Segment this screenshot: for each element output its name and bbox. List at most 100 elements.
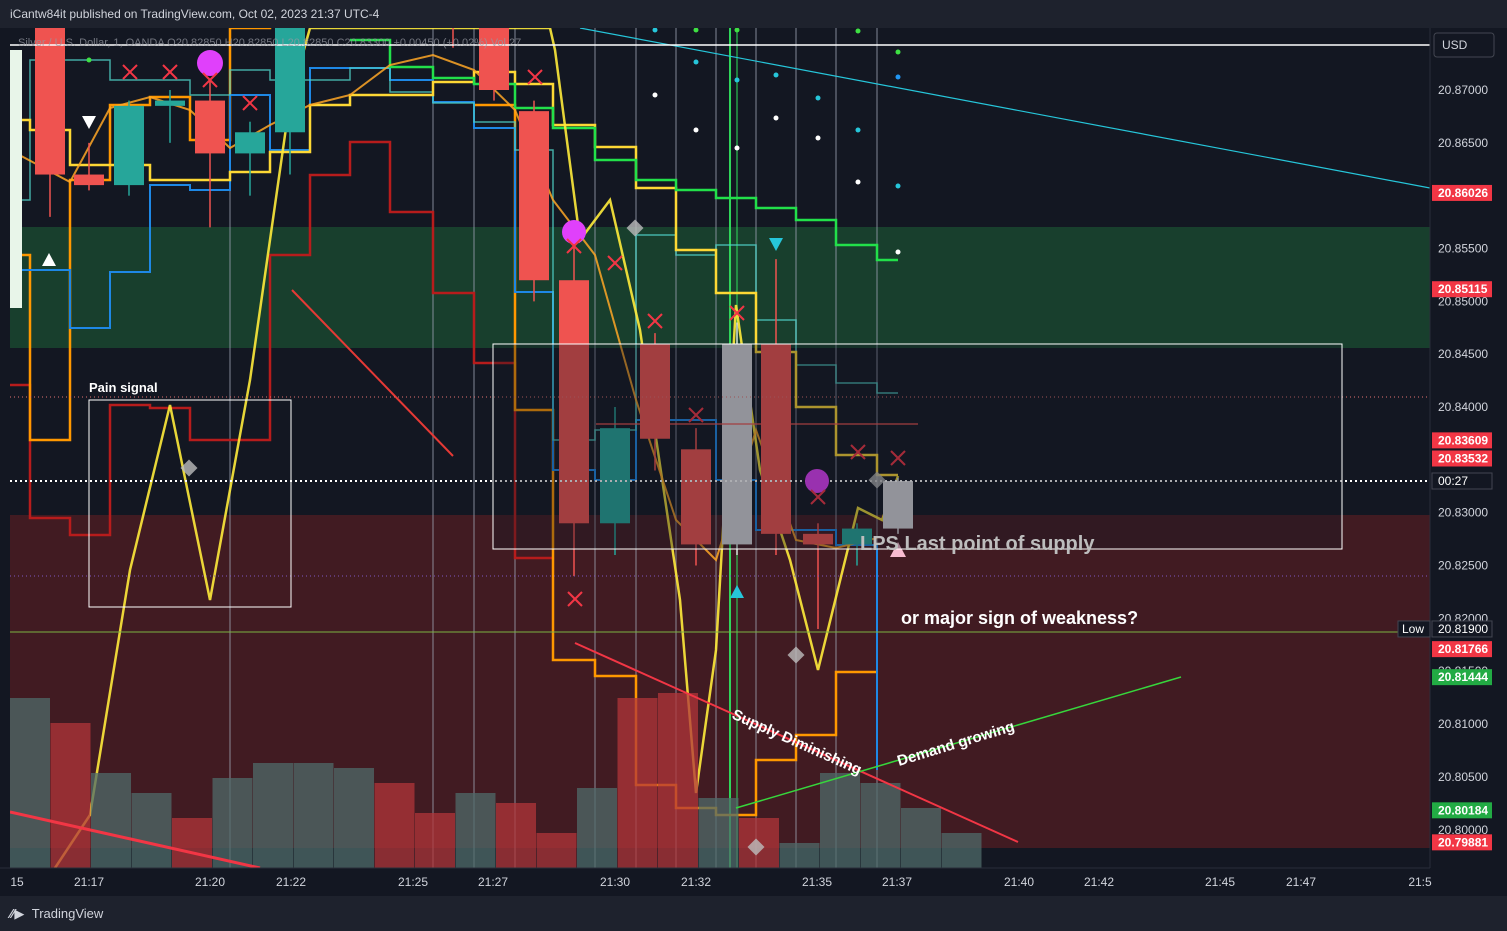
time-tick-label: 21:27 bbox=[478, 875, 508, 889]
time-tick-label: 21:45 bbox=[1205, 875, 1235, 889]
dot-marker bbox=[693, 28, 699, 33]
x-marker bbox=[810, 489, 826, 505]
time-tick-label: 21:25 bbox=[398, 875, 428, 889]
currency-button[interactable] bbox=[1433, 32, 1495, 58]
candle-body bbox=[74, 174, 104, 186]
pain-signal-box bbox=[88, 399, 292, 608]
dot-marker bbox=[693, 127, 699, 133]
brand-label[interactable]: TradingView bbox=[31, 906, 104, 921]
price-badge-label: 20.81900 bbox=[1438, 622, 1488, 636]
x-marker bbox=[567, 591, 583, 607]
diamond-marker bbox=[626, 219, 644, 237]
candle-body bbox=[479, 28, 509, 90]
dot-marker bbox=[895, 249, 901, 255]
volume-group bbox=[10, 693, 982, 868]
dot-marker bbox=[773, 115, 779, 121]
dot-marker bbox=[895, 49, 901, 55]
x-marker bbox=[607, 255, 623, 271]
volume-bar bbox=[172, 818, 212, 868]
candle-body bbox=[195, 100, 225, 154]
price-tick-label: 20.85000 bbox=[1438, 294, 1488, 308]
lps-box bbox=[492, 343, 1343, 550]
currency-label: USD bbox=[1442, 38, 1468, 52]
price-badge bbox=[1432, 669, 1492, 686]
demand-growing-line bbox=[735, 676, 1182, 809]
volume-bar bbox=[253, 763, 293, 868]
lps-label: LPS Last point of supply bbox=[860, 533, 1095, 555]
time-tick-label: 21:5 bbox=[1408, 875, 1432, 889]
price-badge bbox=[1432, 281, 1492, 298]
magenta-marker bbox=[197, 50, 223, 76]
yellow-zigzag-line bbox=[53, 28, 900, 868]
volume-bar bbox=[536, 833, 577, 868]
dot-marker bbox=[773, 72, 779, 78]
cyan-up-triangle-marker bbox=[730, 585, 744, 598]
green-step-line bbox=[350, 38, 898, 262]
price-badge-label: 00:27 bbox=[1438, 474, 1468, 488]
candle-body bbox=[722, 343, 752, 545]
volume-bar bbox=[577, 788, 617, 868]
magenta-marker bbox=[805, 469, 829, 493]
time-tick-label: 21:42 bbox=[1084, 875, 1114, 889]
volume-bar bbox=[901, 808, 941, 868]
volume-bar bbox=[617, 698, 658, 868]
time-tick-label: 21:40 bbox=[1004, 875, 1034, 889]
candle-body bbox=[681, 449, 711, 545]
diamond-marker bbox=[787, 646, 805, 664]
volume-bar bbox=[415, 813, 455, 868]
price-tick-label: 20.86500 bbox=[1438, 136, 1488, 150]
volume-bar bbox=[820, 773, 860, 868]
diamond-marker bbox=[180, 459, 198, 477]
time-tick-label: 21:47 bbox=[1286, 875, 1316, 889]
price-badge-label: 20.83532 bbox=[1438, 451, 1488, 465]
time-tick-label: 21:20 bbox=[195, 875, 225, 889]
dot-marker bbox=[895, 74, 901, 80]
candle-body bbox=[803, 533, 833, 545]
dot-marker bbox=[693, 59, 699, 65]
candle-body bbox=[883, 481, 913, 529]
x-marker-group bbox=[122, 64, 906, 607]
price-badge-label: 20.81444 bbox=[1438, 670, 1488, 684]
cyan-trend-line bbox=[579, 28, 1430, 189]
diamond-marker bbox=[868, 471, 886, 489]
dot-marker bbox=[815, 135, 821, 141]
demand-zone bbox=[10, 227, 1430, 348]
volume-bar bbox=[860, 783, 901, 868]
dot-marker bbox=[855, 179, 861, 185]
dot-marker bbox=[652, 28, 658, 33]
x-marker bbox=[122, 64, 138, 80]
candle-body bbox=[275, 28, 305, 133]
candle-body bbox=[235, 132, 265, 154]
candle-body bbox=[640, 343, 670, 439]
dot-marker-group bbox=[86, 28, 901, 255]
pain-signal-label: Pain signal bbox=[89, 380, 158, 395]
candle-body bbox=[842, 528, 872, 545]
candle-body bbox=[438, 0, 468, 16]
price-badge bbox=[1431, 472, 1493, 490]
dot-marker bbox=[855, 127, 861, 133]
candle-body bbox=[600, 428, 630, 524]
price-tick-label: 20.83000 bbox=[1438, 506, 1488, 520]
x-marker bbox=[527, 69, 543, 85]
time-tick-label: 21:30 bbox=[600, 875, 630, 889]
x-marker bbox=[688, 407, 704, 423]
left-edge-candle bbox=[10, 50, 22, 308]
price-badge-label: 20.83609 bbox=[1438, 433, 1488, 447]
price-tick-label: 20.82500 bbox=[1438, 559, 1488, 573]
price-tick-group: 20.87000 20.86500 20.85500 20.85000 20.84500… bbox=[1438, 83, 1488, 837]
magenta-marker bbox=[562, 220, 586, 244]
tradingview-logo-icon[interactable]: ⁄⁄▶ bbox=[10, 906, 25, 921]
price-badge bbox=[1432, 802, 1492, 819]
price-tick-label: 20.84500 bbox=[1438, 347, 1488, 361]
x-marker bbox=[162, 64, 178, 80]
white-up-triangle-marker bbox=[42, 253, 56, 266]
volume-bar bbox=[941, 833, 982, 868]
dot-marker bbox=[734, 28, 740, 33]
x-marker bbox=[647, 313, 663, 329]
price-badge bbox=[1431, 620, 1493, 638]
publish-header: iCantw84it published on TradingView.com,… bbox=[0, 0, 1507, 28]
marker-group bbox=[42, 50, 906, 856]
candle-body bbox=[155, 100, 185, 106]
cyan-down-triangle-marker bbox=[769, 238, 783, 251]
